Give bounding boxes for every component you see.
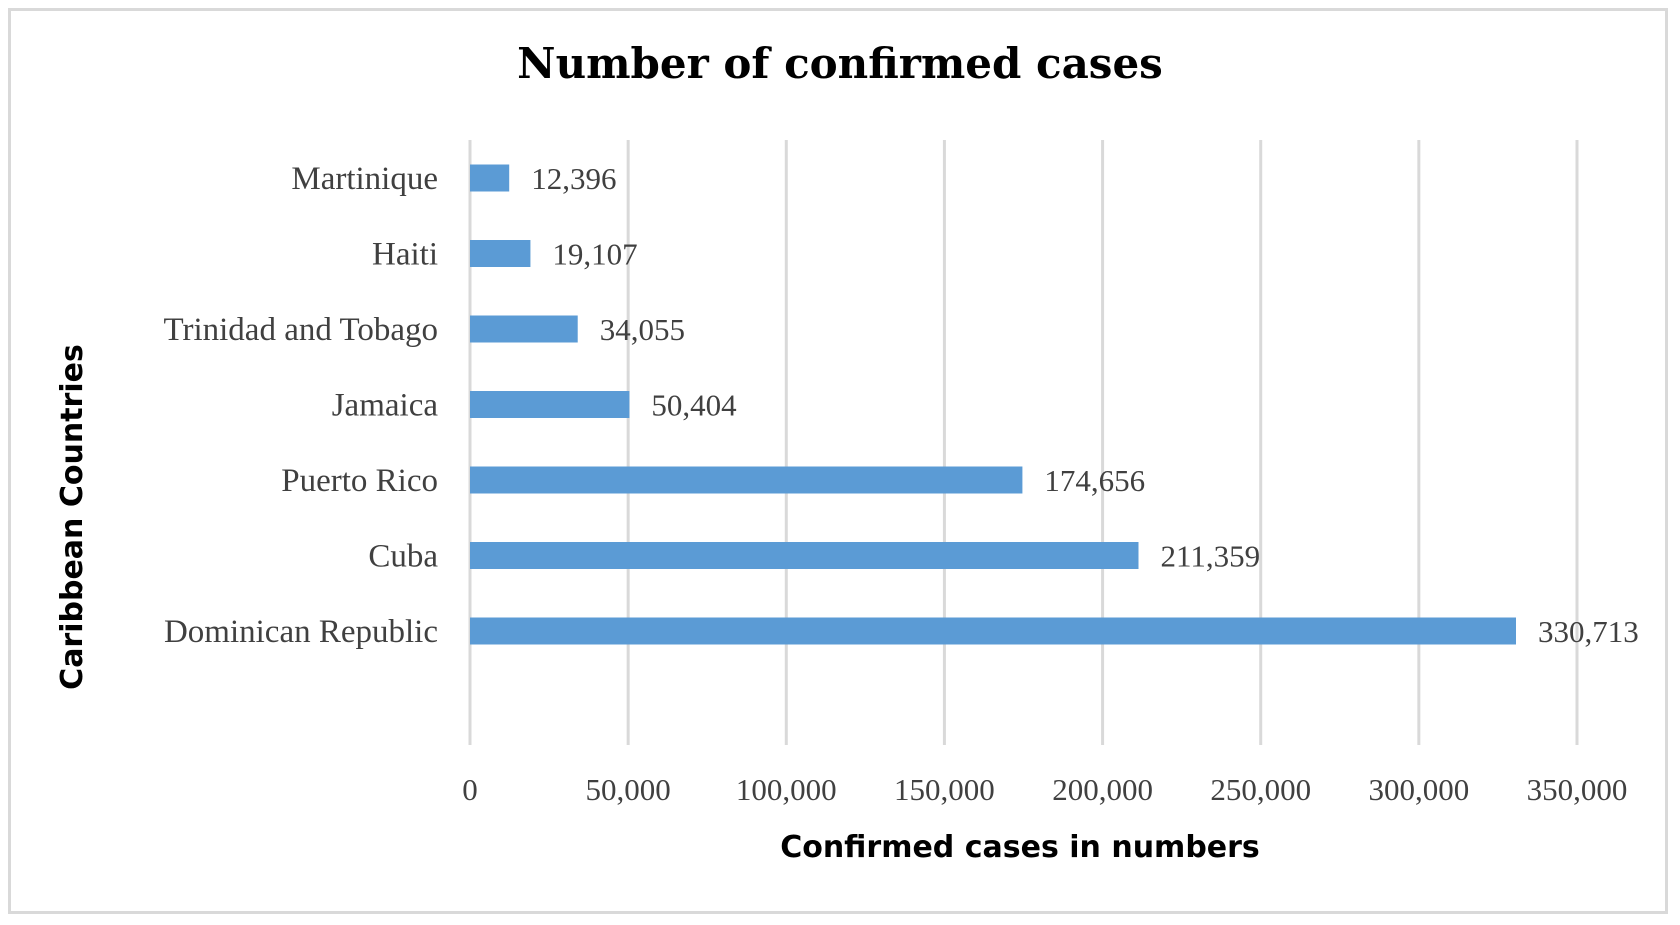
y-axis-title: Caribbean Countries — [55, 344, 90, 690]
category-label: Martinique — [291, 161, 438, 197]
bar — [470, 240, 531, 267]
x-tick-label: 150,000 — [894, 772, 995, 807]
bar — [470, 164, 510, 192]
category-labels: Martinique Haiti Trinidad and Tobago Jamaic… — [163, 161, 438, 650]
x-tick-label: 0 — [462, 772, 478, 807]
gridlines — [468, 140, 1579, 745]
data-label: 19,107 — [552, 237, 637, 272]
chart-title: Number of confirmed cases — [517, 39, 1163, 88]
data-label: 330,713 — [1538, 614, 1639, 649]
bar — [470, 542, 1139, 569]
chart-frame — [8, 8, 1668, 914]
data-label: 34,055 — [600, 312, 685, 347]
category-label: Jamaica — [332, 388, 439, 424]
bar — [470, 617, 1516, 645]
data-labels: 12,396 19,107 34,055 50,404 174,656 211,359 33… — [531, 161, 1639, 649]
category-label: Dominican Republic — [164, 614, 438, 650]
x-axis-title: Confirmed cases in numbers — [780, 830, 1260, 865]
bar — [470, 315, 578, 343]
data-label: 50,404 — [651, 388, 737, 423]
x-tick-label: 350,000 — [1527, 772, 1628, 807]
data-label: 12,396 — [531, 161, 616, 196]
bars — [470, 164, 1516, 645]
bar — [470, 466, 1023, 494]
x-tick-label: 100,000 — [736, 772, 837, 807]
category-label: Trinidad and Tobago — [163, 312, 438, 348]
x-tick-label: 50,000 — [586, 772, 671, 807]
bar — [470, 391, 630, 418]
data-label: 211,359 — [1160, 539, 1260, 574]
category-label: Cuba — [368, 539, 438, 575]
x-tick-label: 200,000 — [1052, 772, 1153, 807]
x-tick-labels: 0 50,000 100,000 150,000 200,000 250,000 300,0… — [462, 772, 1627, 807]
x-tick-label: 300,000 — [1368, 772, 1469, 807]
category-label: Puerto Rico — [281, 463, 438, 499]
data-label: 174,656 — [1044, 463, 1145, 498]
category-label: Haiti — [372, 237, 438, 273]
x-tick-label: 250,000 — [1210, 772, 1311, 807]
